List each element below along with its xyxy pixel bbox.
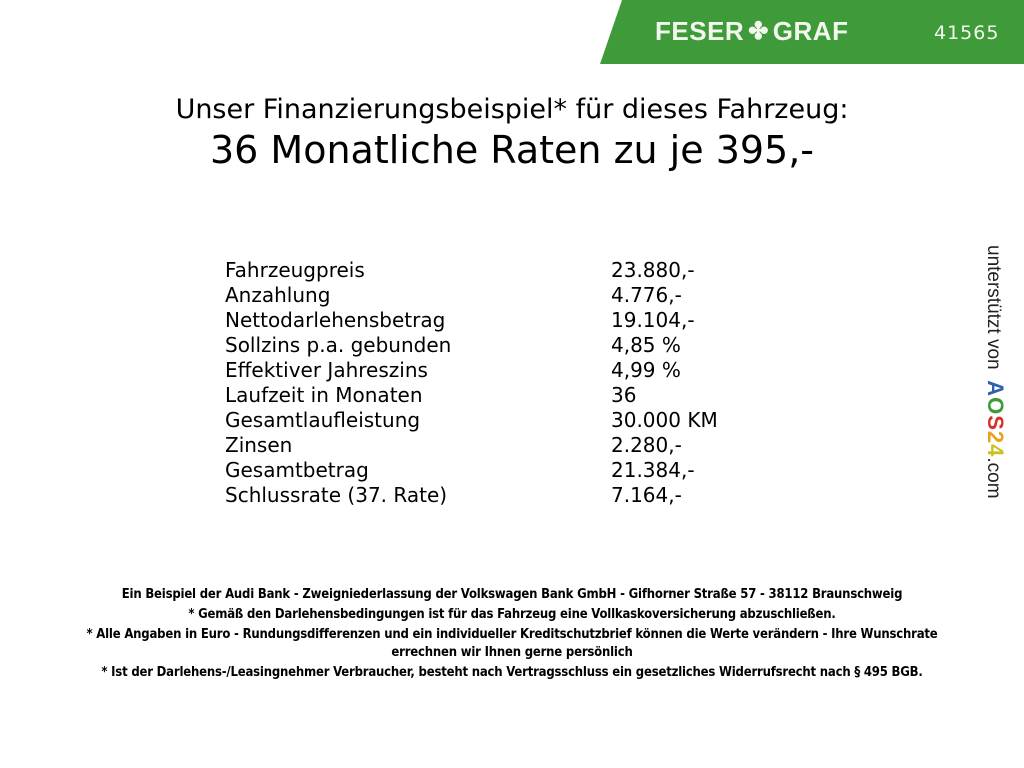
- row-value: 19.104,-: [611, 308, 695, 332]
- row-value: 7.164,-: [611, 483, 682, 507]
- feser-graf-logo: FESER ✤ GRAF: [655, 16, 848, 47]
- supported-by-text: unterstützt von: [983, 245, 1004, 370]
- row-value: 21.384,-: [611, 458, 695, 482]
- footer-line: * Alle Angaben in Euro - Rundungsdiffere…: [86, 627, 938, 660]
- row-label: Schlussrate (37. Rate): [225, 483, 448, 507]
- table-row: Effektiver Jahreszins 4,99 %: [225, 358, 718, 383]
- row-label: Gesamtlaufleistung: [225, 408, 421, 432]
- clover-icon: ✤: [748, 17, 769, 45]
- row-value: 30.000 KM: [611, 408, 718, 432]
- aos24-logo: AOS24: [983, 380, 1008, 457]
- row-label: Nettodarlehensbetrag: [225, 308, 446, 332]
- supported-by-aos24: unterstützt von AOS24.com: [982, 245, 1008, 499]
- logo-letter: A: [983, 380, 1008, 398]
- row-label: Laufzeit in Monaten: [225, 383, 423, 407]
- table-row: Laufzeit in Monaten 36: [225, 383, 718, 408]
- row-label: Sollzins p.a. gebunden: [225, 333, 452, 357]
- dealer-id: 41565: [934, 22, 1000, 44]
- table-row: Anzahlung 4.776,-: [225, 283, 718, 308]
- footer-line: Ein Beispiel der Audi Bank - Zweignieder…: [121, 587, 903, 602]
- footer-line: * Gemäß den Darlehensbedingungen ist für…: [188, 607, 836, 622]
- table-row: Sollzins p.a. gebunden 4,85 %: [225, 333, 718, 358]
- monthly-rate-headline: 36 Monatliche Raten zu je 395,-: [209, 128, 815, 172]
- table-row: Gesamtlaufleistung 30.000 KM: [225, 408, 718, 433]
- domain-suffix: .com: [983, 457, 1004, 499]
- financing-table: Fahrzeugpreis 23.880,- Anzahlung 4.776,- N…: [225, 258, 718, 508]
- table-row: Gesamtbetrag 21.384,-: [225, 458, 718, 483]
- logo-letter: O: [983, 397, 1008, 416]
- row-value: 36: [611, 383, 637, 407]
- table-row: Zinsen 2.280,-: [225, 433, 718, 458]
- row-value: 4.776,-: [611, 283, 682, 307]
- table-row: Nettodarlehensbetrag 19.104,-: [225, 308, 718, 333]
- row-label: Zinsen: [225, 433, 293, 457]
- row-label: Fahrzeugpreis: [225, 258, 365, 282]
- footer-line: * Ist der Darlehens-/Leasingnehmer Verbr…: [101, 665, 923, 680]
- row-value: 2.280,-: [611, 433, 682, 457]
- page-title: Unser Finanzierungsbeispiel* für dieses …: [175, 94, 849, 125]
- row-label: Effektiver Jahreszins: [225, 358, 428, 382]
- logo-letter: 4: [983, 444, 1008, 458]
- row-label: Anzahlung: [225, 283, 331, 307]
- logo-letter: S: [983, 415, 1008, 431]
- row-label: Gesamtbetrag: [225, 458, 369, 482]
- table-row: Fahrzeugpreis 23.880,-: [225, 258, 718, 283]
- row-value: 4,99 %: [611, 358, 681, 382]
- row-value: 4,85 %: [611, 333, 681, 357]
- brand-left: FESER: [655, 16, 745, 46]
- header-banner: [600, 0, 1024, 64]
- legal-footer: Ein Beispiel der Audi Bank - Zweignieder…: [57, 586, 967, 684]
- row-value: 23.880,-: [611, 258, 695, 282]
- brand-right: GRAF: [772, 16, 849, 46]
- table-row: Schlussrate (37. Rate) 7.164,-: [225, 483, 718, 508]
- logo-letter: 2: [983, 430, 1008, 445]
